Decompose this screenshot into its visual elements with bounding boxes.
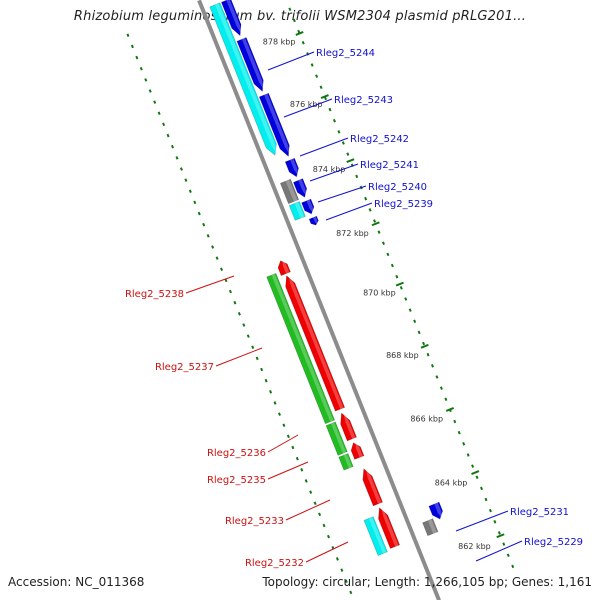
forward-gene-feature bbox=[301, 198, 315, 215]
scale-major-tick bbox=[445, 407, 455, 412]
gene-label-forward: Rleg2_5231 bbox=[510, 507, 569, 518]
reverse-gene-feature-shade bbox=[355, 441, 363, 458]
reverse-gene-feature bbox=[266, 272, 336, 425]
gene-label-forward: Rleg2_5244 bbox=[316, 48, 375, 59]
reverse-gene-feature bbox=[338, 453, 354, 471]
scale-label: 862 kbp bbox=[458, 542, 491, 551]
forward-gene-feature-shade bbox=[215, 3, 278, 155]
scale-track-left bbox=[126, 33, 353, 595]
forward-gene-feature bbox=[258, 92, 290, 157]
scale-major-tick bbox=[496, 533, 505, 539]
forward-gene-feature-shade bbox=[306, 199, 314, 214]
scale-label: 864 kbp bbox=[435, 478, 468, 487]
forward-gene-feature bbox=[236, 37, 264, 92]
gene-label-reverse-leader bbox=[215, 347, 263, 367]
reverse-gene-feature bbox=[362, 468, 383, 507]
forward-gene-feature bbox=[279, 178, 300, 205]
scale-label: 878 kbp bbox=[263, 38, 296, 47]
scale-major-tick bbox=[295, 31, 304, 36]
reverse-gene-feature-shade bbox=[282, 259, 290, 274]
gene-label-reverse: Rleg2_5235 bbox=[207, 475, 266, 486]
gene-label-reverse: Rleg2_5238 bbox=[125, 289, 184, 300]
scale-label: 868 kbp bbox=[386, 351, 419, 360]
map-title: Rhizobium leguminosarum bv. trifolii WSM… bbox=[73, 9, 527, 24]
forward-gene-feature bbox=[293, 178, 308, 198]
forward-gene-feature-shade bbox=[427, 519, 437, 534]
forward-gene-feature-shade bbox=[294, 201, 305, 219]
reverse-gene-feature-shade bbox=[330, 422, 347, 454]
gene-label-reverse: Rleg2_5233 bbox=[225, 516, 284, 527]
gene-label-forward-leader bbox=[325, 202, 373, 221]
reverse-gene-feature-shade bbox=[365, 467, 382, 504]
gene-label-reverse-leader bbox=[185, 275, 235, 294]
genome-backbone bbox=[197, 0, 441, 600]
reverse-gene-feature-shade bbox=[343, 453, 353, 469]
forward-gene-feature-shade bbox=[285, 179, 298, 202]
gene-label-reverse: Rleg2_5232 bbox=[245, 558, 304, 569]
scale-major-tick bbox=[420, 343, 429, 349]
reverse-gene-feature bbox=[378, 507, 401, 549]
forward-gene-feature-shade bbox=[264, 93, 291, 156]
forward-gene-feature-shade bbox=[290, 158, 299, 177]
scale-label: 874 kbp bbox=[313, 165, 346, 174]
forward-gene-feature bbox=[422, 518, 439, 537]
reverse-gene-feature bbox=[277, 260, 291, 276]
gene-label-reverse-leader bbox=[305, 541, 349, 563]
gene-label-forward-leader bbox=[317, 185, 367, 203]
reverse-gene-feature-shade bbox=[381, 506, 399, 547]
gene-label-reverse-leader bbox=[285, 499, 331, 521]
gene-label-reverse: Rleg2_5237 bbox=[155, 362, 214, 373]
gene-label-reverse-leader bbox=[267, 434, 299, 453]
gene-label-forward: Rleg2_5241 bbox=[360, 160, 419, 171]
gene-label-reverse: Rleg2_5236 bbox=[207, 448, 266, 459]
gene-label-forward: Rleg2_5243 bbox=[334, 95, 393, 106]
reverse-gene-feature bbox=[340, 412, 357, 442]
reverse-gene-feature-shade bbox=[288, 274, 344, 410]
reverse-gene-feature bbox=[285, 274, 346, 412]
gene-label-forward: Rleg2_5239 bbox=[374, 199, 433, 210]
scale-label: 866 kbp bbox=[410, 415, 443, 424]
reverse-gene-feature bbox=[325, 421, 348, 456]
gene-label-forward-leader bbox=[283, 98, 333, 118]
gene-label-forward: Rleg2_5229 bbox=[524, 537, 583, 548]
forward-gene-feature-shade bbox=[226, 0, 242, 35]
scale-major-tick bbox=[471, 470, 480, 476]
forward-gene-feature bbox=[220, 0, 242, 37]
gene-label-forward-leader bbox=[299, 137, 349, 157]
gene-label-forward: Rleg2_5240 bbox=[368, 182, 427, 193]
forward-gene-feature bbox=[209, 2, 277, 156]
scale-label: 872 kbp bbox=[336, 229, 369, 238]
reverse-gene-feature-shade bbox=[271, 273, 334, 422]
reverse-gene-feature bbox=[350, 442, 365, 460]
gene-label-forward-leader bbox=[475, 540, 523, 562]
gene-label-forward-leader bbox=[309, 163, 359, 182]
scale-label: 876 kbp bbox=[290, 100, 323, 109]
forward-gene-feature-shade bbox=[241, 37, 265, 91]
gene-label-reverse-leader bbox=[267, 461, 309, 480]
gene-label-forward-leader bbox=[455, 510, 509, 532]
scale-label: 870 kbp bbox=[363, 288, 396, 297]
gene-label-forward-leader bbox=[267, 51, 315, 71]
accession-text: Accession: NC_011368 bbox=[8, 575, 145, 589]
genome-summary-text: Topology: circular; Length: 1,266,105 bp… bbox=[262, 575, 592, 589]
gene-label-forward: Rleg2_5242 bbox=[350, 134, 409, 145]
scale-major-tick bbox=[346, 158, 355, 164]
forward-gene-feature bbox=[284, 157, 299, 178]
reverse-gene-feature-shade bbox=[343, 412, 356, 439]
reverse-gene-feature-shade bbox=[368, 517, 387, 554]
forward-gene-feature bbox=[288, 201, 306, 221]
reverse-gene-feature bbox=[363, 516, 388, 556]
scale-major-tick bbox=[371, 221, 380, 227]
forward-gene-feature bbox=[428, 501, 443, 520]
forward-gene-feature bbox=[308, 215, 319, 226]
scale-major-tick bbox=[320, 94, 329, 99]
forward-gene-feature-shade bbox=[298, 179, 307, 197]
forward-gene-feature-shade bbox=[313, 216, 318, 225]
forward-gene-feature-shade bbox=[434, 502, 442, 519]
scale-major-tick bbox=[395, 281, 404, 287]
